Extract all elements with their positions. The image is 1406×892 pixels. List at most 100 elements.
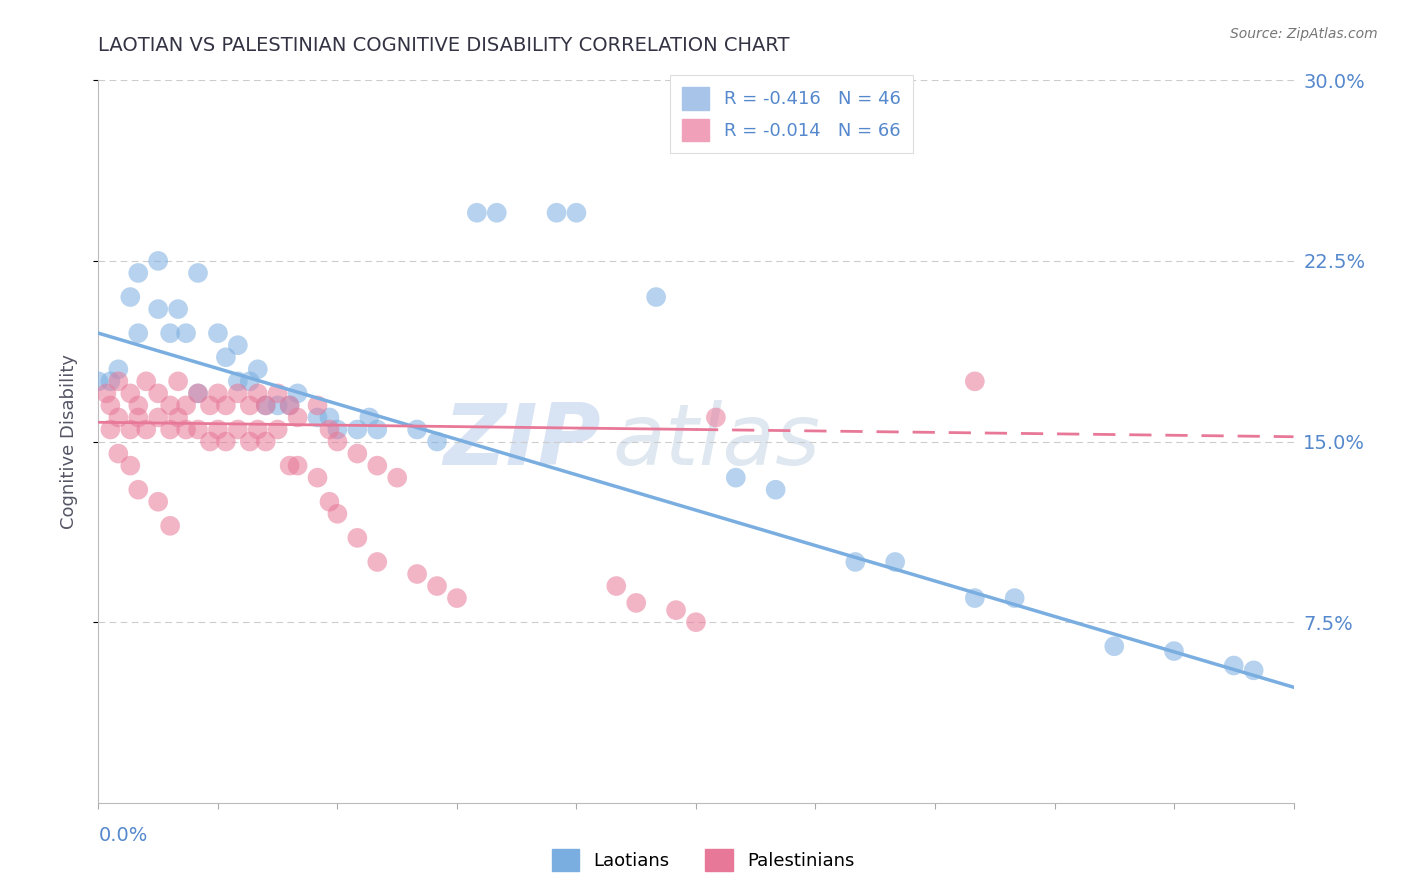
- Point: [167, 374, 190, 388]
- Point: [167, 410, 190, 425]
- Point: [1163, 644, 1185, 658]
- Point: [318, 494, 340, 508]
- Point: [406, 567, 429, 582]
- Legend: R = -0.416   N = 46, R = -0.014   N = 66: R = -0.416 N = 46, R = -0.014 N = 66: [669, 75, 914, 153]
- Point: [626, 596, 648, 610]
- Point: [187, 386, 209, 401]
- Point: [307, 410, 329, 425]
- Point: [135, 422, 157, 436]
- Point: [963, 374, 986, 388]
- Point: [704, 410, 727, 425]
- Point: [148, 494, 170, 508]
- Point: [278, 398, 301, 412]
- Point: [278, 458, 301, 473]
- Point: [148, 253, 170, 268]
- Point: [239, 374, 262, 388]
- Point: [254, 434, 277, 449]
- Point: [87, 374, 110, 388]
- Point: [207, 386, 229, 401]
- Point: [307, 470, 329, 484]
- Point: [346, 422, 368, 436]
- Point: [844, 555, 866, 569]
- Point: [246, 386, 269, 401]
- Point: [159, 518, 181, 533]
- Legend: Laotians, Palestinians: Laotians, Palestinians: [544, 842, 862, 879]
- Point: [724, 470, 747, 484]
- Point: [187, 422, 209, 436]
- Point: [346, 446, 368, 460]
- Point: [765, 483, 787, 497]
- Point: [107, 374, 129, 388]
- Text: 0.0%: 0.0%: [98, 826, 148, 845]
- Point: [120, 386, 142, 401]
- Point: [127, 410, 149, 425]
- Point: [120, 458, 142, 473]
- Point: [366, 458, 388, 473]
- Point: [645, 290, 668, 304]
- Point: [1223, 658, 1246, 673]
- Point: [685, 615, 707, 630]
- Point: [107, 362, 129, 376]
- Point: [98, 422, 122, 436]
- Point: [226, 374, 249, 388]
- Point: [246, 362, 269, 376]
- Point: [187, 386, 209, 401]
- Point: [120, 290, 142, 304]
- Point: [287, 386, 309, 401]
- Point: [127, 483, 149, 497]
- Point: [215, 398, 238, 412]
- Point: [665, 603, 688, 617]
- Text: ZIP: ZIP: [443, 400, 600, 483]
- Point: [326, 434, 349, 449]
- Point: [127, 266, 149, 280]
- Point: [287, 410, 309, 425]
- Point: [366, 555, 388, 569]
- Point: [1243, 664, 1265, 678]
- Text: LAOTIAN VS PALESTINIAN COGNITIVE DISABILITY CORRELATION CHART: LAOTIAN VS PALESTINIAN COGNITIVE DISABIL…: [98, 36, 790, 54]
- Point: [278, 398, 301, 412]
- Point: [546, 205, 568, 219]
- Point: [215, 350, 238, 364]
- Point: [159, 422, 181, 436]
- Point: [107, 446, 129, 460]
- Point: [198, 398, 221, 412]
- Point: [267, 422, 290, 436]
- Point: [167, 301, 190, 317]
- Point: [346, 531, 368, 545]
- Point: [98, 398, 122, 412]
- Point: [198, 434, 221, 449]
- Point: [1004, 591, 1026, 605]
- Point: [148, 410, 170, 425]
- Point: [963, 591, 986, 605]
- Point: [226, 338, 249, 352]
- Text: Source: ZipAtlas.com: Source: ZipAtlas.com: [1230, 27, 1378, 41]
- Point: [366, 422, 388, 436]
- Point: [318, 422, 340, 436]
- Point: [307, 398, 329, 412]
- Point: [1104, 639, 1126, 653]
- Point: [326, 507, 349, 521]
- Point: [120, 422, 142, 436]
- Point: [174, 326, 197, 340]
- Point: [326, 422, 349, 436]
- Point: [159, 326, 181, 340]
- Point: [239, 398, 262, 412]
- Point: [127, 326, 149, 340]
- Point: [148, 386, 170, 401]
- Point: [96, 386, 118, 401]
- Point: [267, 398, 290, 412]
- Point: [884, 555, 907, 569]
- Point: [359, 410, 381, 425]
- Point: [226, 386, 249, 401]
- Point: [187, 266, 209, 280]
- Point: [148, 301, 170, 317]
- Point: [267, 386, 290, 401]
- Point: [254, 398, 277, 412]
- Point: [426, 434, 449, 449]
- Point: [226, 422, 249, 436]
- Point: [107, 410, 129, 425]
- Point: [174, 398, 197, 412]
- Point: [246, 422, 269, 436]
- Point: [485, 205, 508, 219]
- Point: [605, 579, 627, 593]
